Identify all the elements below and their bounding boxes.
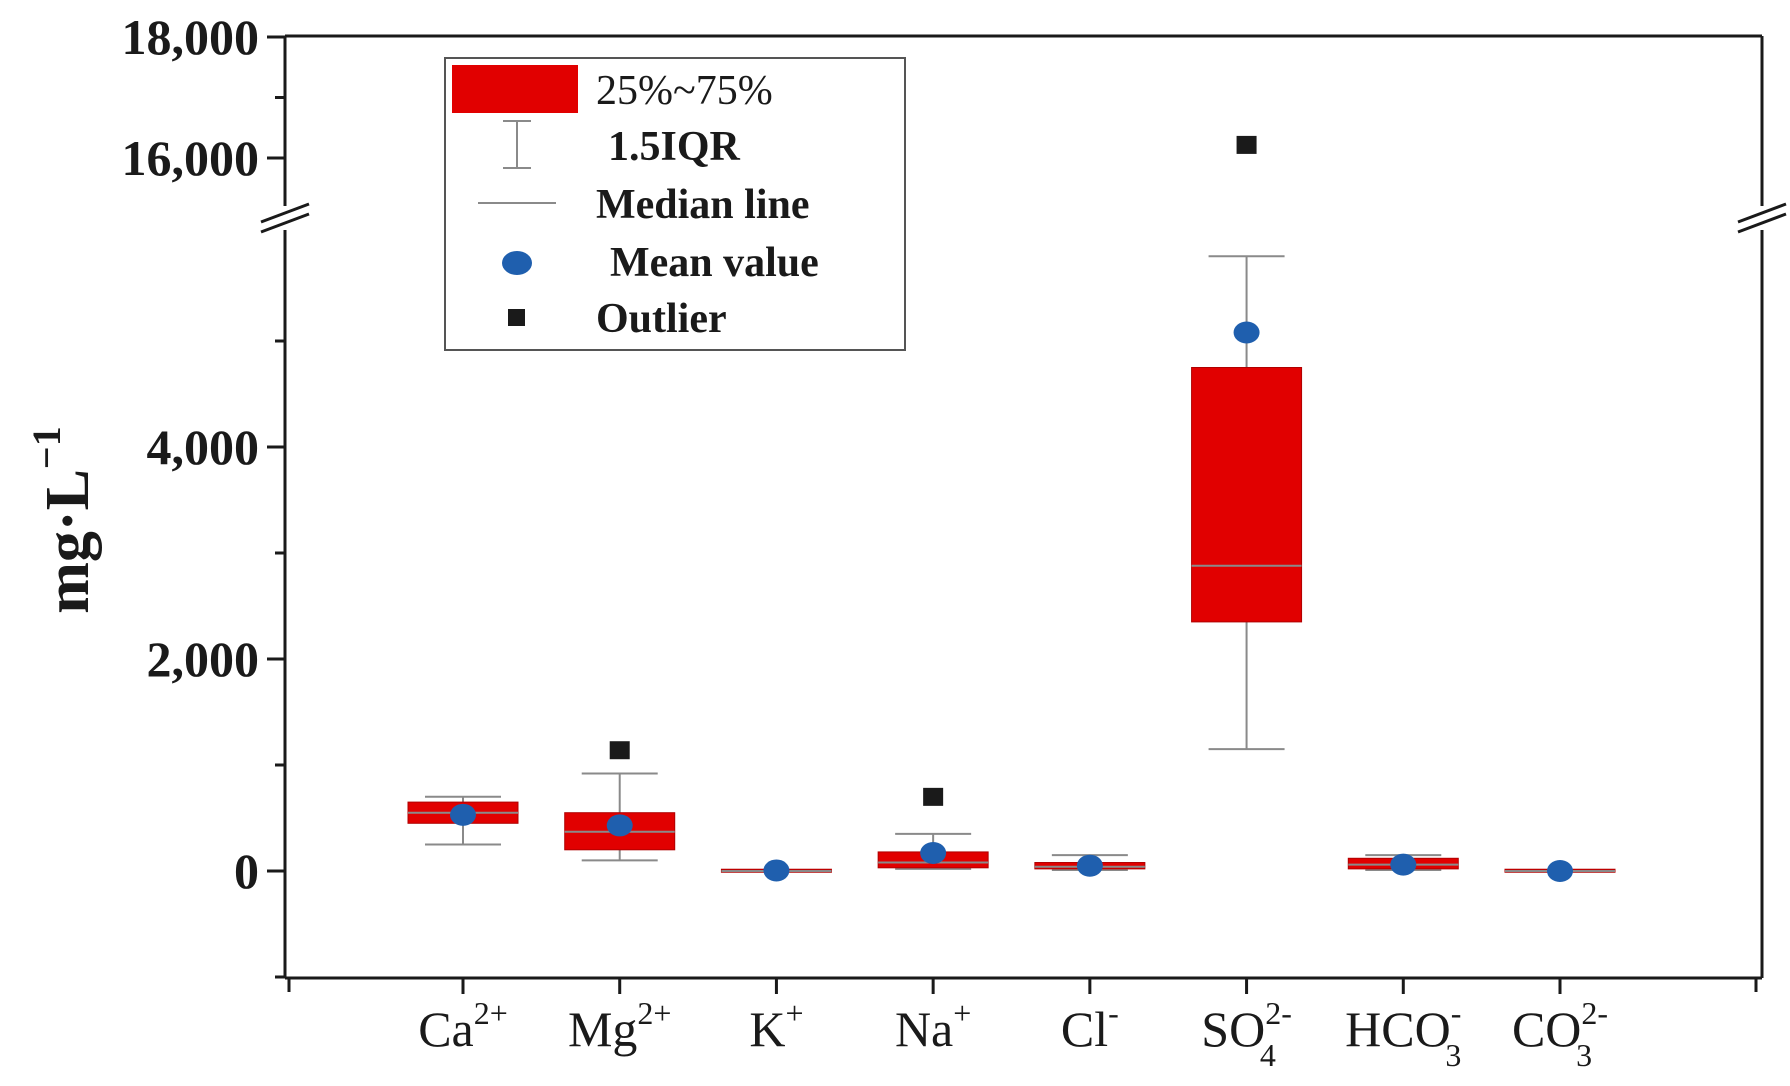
mean-marker: [920, 841, 947, 864]
iqr-box: [1191, 367, 1303, 623]
x-category-label: K+: [749, 995, 803, 1057]
box-group: [1347, 853, 1459, 876]
x-axis-categories: Ca2+ Mg2+ K+ Na+ Cl- SO2-4 HCO-3 CO2-3: [287, 978, 1758, 1073]
boxes: [407, 135, 1616, 882]
y-axis-ticks: 0 2,000 4,000 16,000 18,000: [122, 9, 285, 979]
box-group: [720, 859, 832, 882]
axis-break-mark-left-bottom: [260, 212, 310, 234]
mean-marker: [1076, 854, 1103, 877]
y-tick-label: 2,000: [147, 631, 260, 687]
mean-marker: [450, 803, 476, 826]
x-category-label: CO2-3: [1512, 995, 1608, 1073]
box-group: [1504, 860, 1616, 882]
outlier-marker: [923, 787, 944, 806]
legend-mean-label: Mean value: [610, 240, 819, 286]
x-category-label: Na+: [895, 995, 971, 1057]
y-tick-label: 16,000: [122, 130, 260, 186]
box-group: [1034, 854, 1146, 877]
axis-break-mark-left-top: [260, 202, 310, 224]
mean-marker: [1233, 321, 1260, 344]
axes: [260, 34, 1787, 980]
box-group: [877, 787, 989, 870]
legend-outlier-label: Outlier: [596, 296, 727, 342]
x-category-label: HCO-3: [1345, 995, 1461, 1073]
mean-marker: [1547, 860, 1573, 882]
legend: 25%~75% 1.5IQR Median line Mean value Ou…: [444, 57, 906, 351]
x-category-label: Ca2+: [418, 995, 508, 1057]
box-group: [1191, 135, 1303, 751]
legend-median-label: Median line: [596, 182, 810, 228]
mean-marker: [606, 814, 633, 837]
mean-marker: [1390, 853, 1417, 876]
legend-box-label: 25%~75%: [596, 68, 773, 114]
mean-marker: [763, 859, 790, 882]
outlier-marker: [609, 741, 630, 760]
x-category-label: Cl-: [1061, 995, 1119, 1057]
y-axis-title: mg·L−1: [24, 426, 102, 613]
legend-whisker-label: 1.5IQR: [608, 124, 741, 170]
axis-break-mark-right-top: [1737, 202, 1787, 224]
legend-mean-marker: [502, 251, 532, 275]
y-tick-label: 4,000: [147, 419, 260, 475]
x-category-label: SO2-4: [1201, 995, 1292, 1073]
y-tick-label: 0: [234, 843, 259, 899]
outlier-marker: [1236, 135, 1257, 154]
axis-break-mark-right-bottom: [1737, 212, 1787, 234]
x-category-label: Mg2+: [568, 995, 672, 1057]
box-group: [564, 741, 676, 862]
y-tick-label: 18,000: [122, 9, 260, 65]
legend-outlier-marker: [508, 309, 525, 326]
legend-box-swatch: [452, 65, 578, 113]
box-group: [407, 795, 519, 846]
